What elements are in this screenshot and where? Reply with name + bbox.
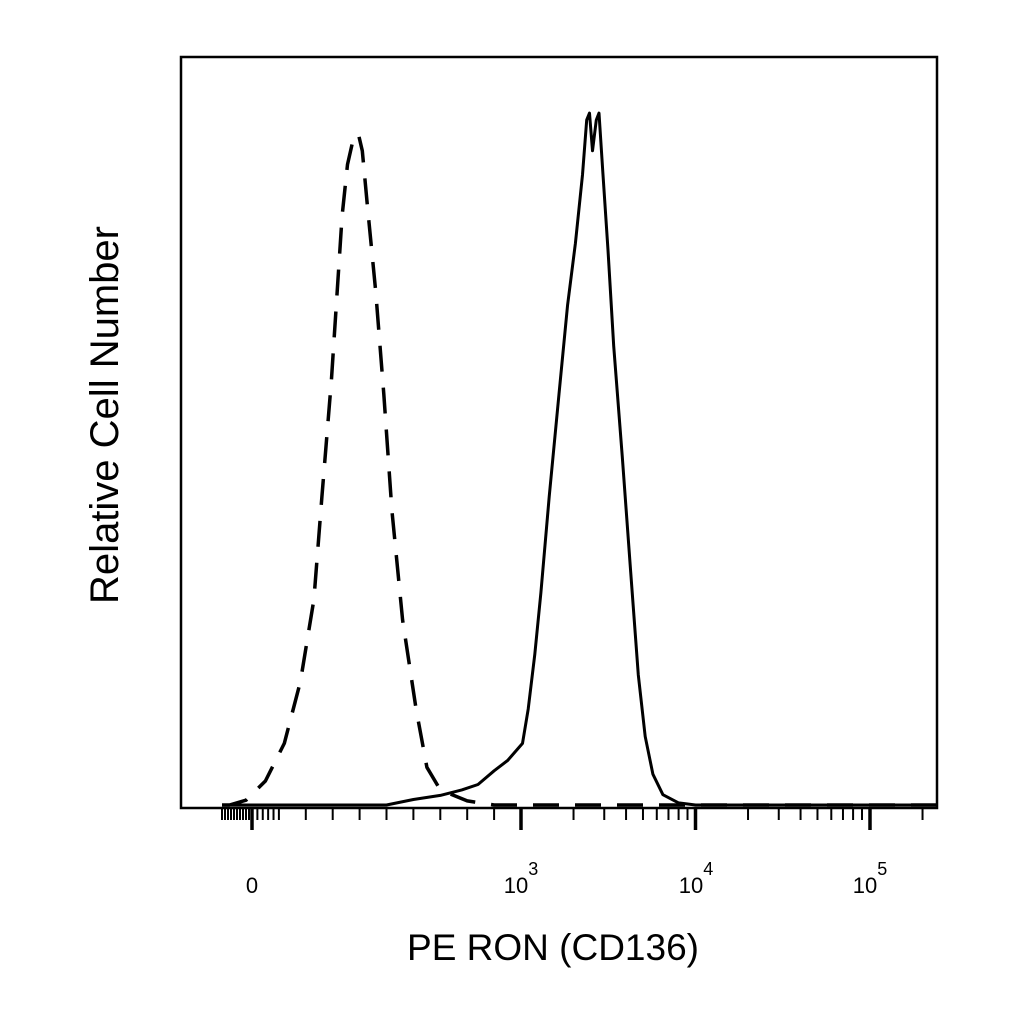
series-layer (222, 111, 937, 807)
series-solid-line (222, 111, 937, 807)
x-minor-ticks (221, 808, 924, 820)
x-tick-label-0: 0 (246, 873, 258, 898)
series-dashed-line (222, 131, 937, 807)
x-tick-label-10000: 104 (679, 859, 714, 898)
x-tick-label-1000: 103 (504, 859, 539, 898)
x-tick-label-100000: 105 (853, 859, 888, 898)
plot-frame (179, 55, 939, 810)
x-tick-labels: 0 103 104 105 (246, 859, 887, 898)
y-axis-label: Relative Cell Number (83, 226, 127, 604)
x-major-ticks (250, 808, 872, 830)
x-axis-label: PE RON (CD136) (407, 927, 699, 968)
